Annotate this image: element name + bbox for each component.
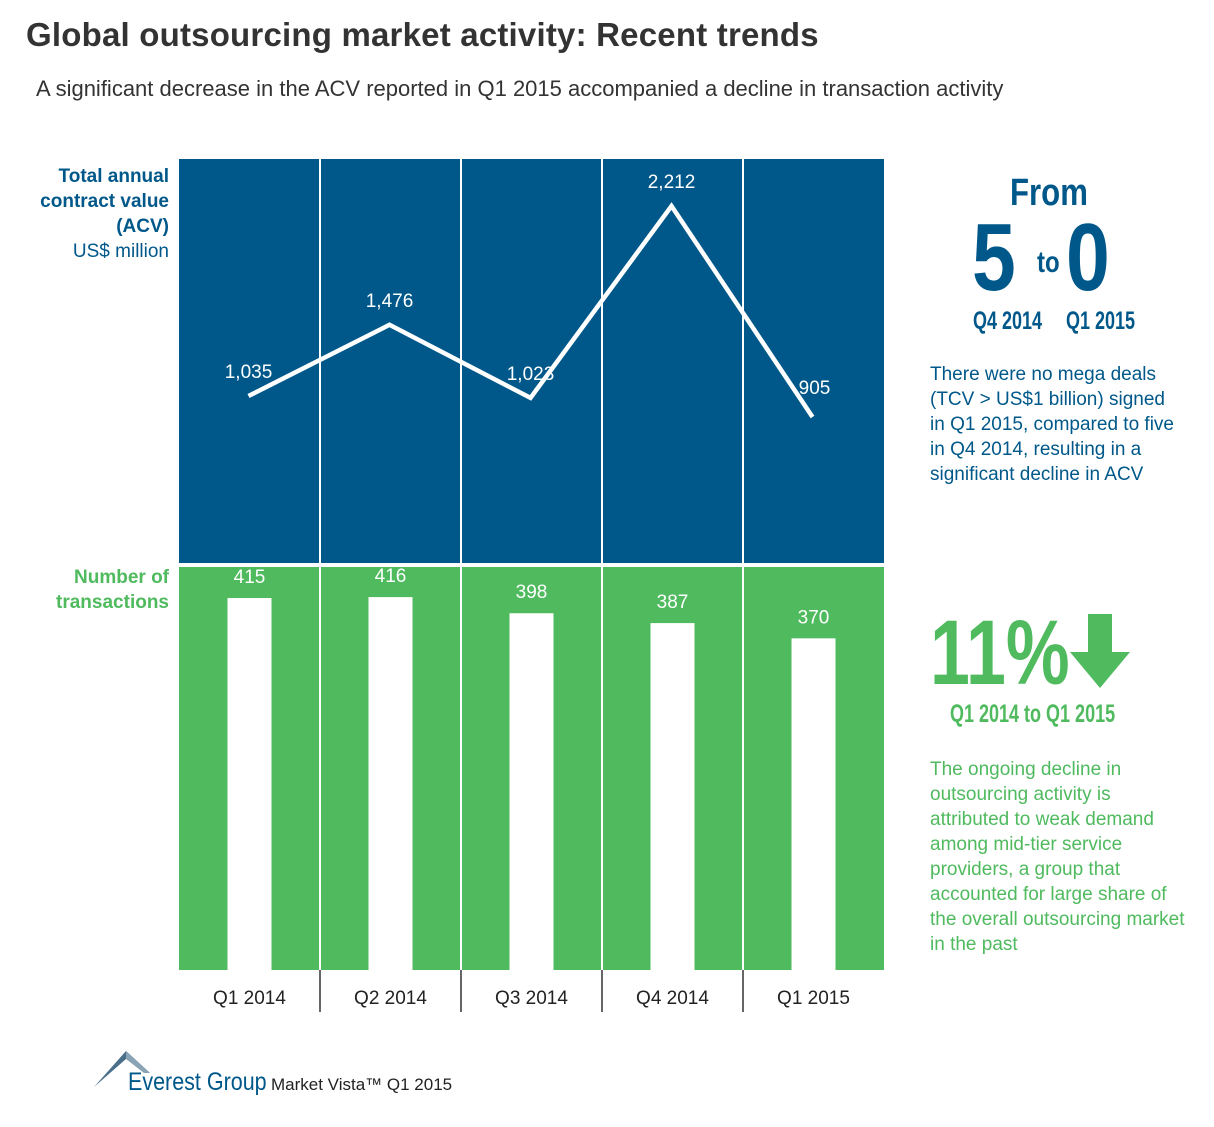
acv-data-label-3: 2,212 xyxy=(648,172,696,193)
transaction-change-percent: 11% xyxy=(930,602,1070,704)
page-subtitle: A significant decrease in the ACV report… xyxy=(36,76,1004,101)
category-label-4: Q1 2015 xyxy=(777,988,850,1009)
mega-deals-to-value: 0 xyxy=(1066,204,1110,311)
transactions-bar-4 xyxy=(791,638,836,970)
acv-data-label-4: 905 xyxy=(799,378,831,399)
category-label-3: Q4 2014 xyxy=(636,988,709,1009)
acv-label-line-3: (ACV) xyxy=(116,216,169,237)
mega-deals-from-value: 5 xyxy=(972,204,1016,311)
category-label-0: Q1 2014 xyxy=(213,988,286,1009)
transactions-axis-label: Number of transactions xyxy=(10,565,169,615)
mega-deals-to-quarter: Q1 2015 xyxy=(1066,307,1136,335)
transactions-data-label-0: 415 xyxy=(234,567,266,588)
transactions-bar-3 xyxy=(650,623,695,970)
page-title: Global outsourcing market activity: Rece… xyxy=(26,16,819,53)
everest-mountain-logo-icon xyxy=(94,1051,150,1087)
transactions-bar-2 xyxy=(509,613,554,970)
transactions-data-label-2: 398 xyxy=(516,582,548,603)
transactions-bar-1 xyxy=(368,597,413,970)
transactions-data-label-1: 416 xyxy=(375,566,407,587)
acv-axis-label: Total annual contract value (ACV) US$ mi… xyxy=(10,164,169,264)
acv-label-line-2: contract value xyxy=(40,191,169,212)
acv-data-label-0: 1,035 xyxy=(225,362,273,383)
transactions-note: The ongoing decline in outsourcing activ… xyxy=(930,759,1185,955)
transactions-bar-0 xyxy=(227,598,272,970)
combined-chart: 1,035 1,476 1,023 2,212 905 415 416 398 387 370 Q1… xyxy=(179,159,884,1012)
mega-deals-from-word: From xyxy=(1010,172,1088,214)
mega-deals-from-quarter: Q4 2014 xyxy=(973,307,1043,335)
transactions-data-label-3: 387 xyxy=(657,592,689,613)
category-label-1: Q2 2014 xyxy=(354,988,427,1009)
category-label-2: Q3 2014 xyxy=(495,988,568,1009)
mega-deals-to-word: to xyxy=(1037,246,1060,279)
acv-label-line-1: Total annual xyxy=(58,166,169,187)
brand-name: Everest Group xyxy=(128,1068,267,1096)
tx-label-line-2: transactions xyxy=(56,592,169,613)
down-arrow-icon xyxy=(1070,614,1130,688)
acv-panel-background xyxy=(179,159,884,563)
acv-unit: US$ million xyxy=(72,241,169,262)
acv-data-label-2: 1,023 xyxy=(507,364,555,385)
transactions-data-label-4: 370 xyxy=(798,607,830,628)
tx-label-line-1: Number of xyxy=(74,567,169,588)
source-label: Market Vista™ Q1 2015 xyxy=(271,1075,453,1094)
acv-note: There were no mega deals (TCV > US$1 bil… xyxy=(930,364,1174,485)
transaction-change-range: Q1 2014 to Q1 2015 xyxy=(950,700,1116,728)
acv-data-label-1: 1,476 xyxy=(366,291,414,312)
